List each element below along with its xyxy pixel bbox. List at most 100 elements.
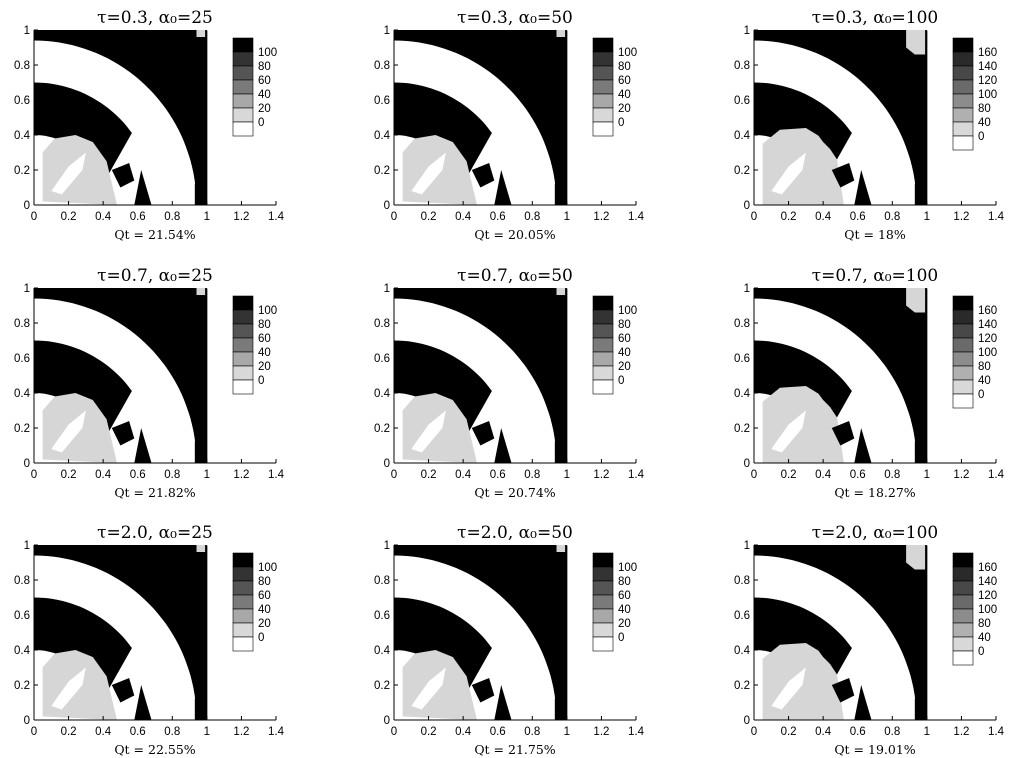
x-tick-label: 0.2 xyxy=(421,211,437,223)
legend-swatch xyxy=(592,566,614,582)
x-tick-label: 0.4 xyxy=(95,726,112,738)
x-tick-label: 1 xyxy=(564,211,570,223)
legend-swatch xyxy=(592,608,614,624)
y-tick-label: 0 xyxy=(744,200,750,212)
legend-swatch xyxy=(592,580,614,596)
y-tick-label: 0 xyxy=(24,458,30,470)
x-tick-label: 1 xyxy=(204,469,210,481)
legend-swatch xyxy=(592,37,614,53)
y-tick-label: 0.4 xyxy=(374,388,391,400)
black-streak xyxy=(831,421,855,446)
y-tick-label: 0.8 xyxy=(14,60,30,72)
x-tick-label: 0.8 xyxy=(164,211,180,223)
black-sliver xyxy=(914,170,924,205)
panel-6: 0 0.2 0.4 0.6 0.8 1 1.2 1.4 0 0.2 0.4 0.6 0.8 1 τ=0.7,… xyxy=(734,266,1005,500)
white-channel xyxy=(771,667,806,710)
y-tick-label: 0.2 xyxy=(374,423,390,435)
legend-label: 160 xyxy=(978,562,997,574)
y-tick-label: 1 xyxy=(744,25,750,37)
x-tick-label: 0 xyxy=(391,726,397,738)
black-streak xyxy=(812,379,831,407)
black-streak xyxy=(854,685,872,720)
y-tick-label: 1 xyxy=(744,283,750,295)
legend-swatch xyxy=(952,393,974,409)
x-tick-label: 0.4 xyxy=(815,726,832,738)
legend-swatch xyxy=(232,580,254,596)
y-tick-label: 0.6 xyxy=(14,610,30,622)
x-tick-label: 1.4 xyxy=(988,469,1005,481)
x-tick-label: 0.8 xyxy=(884,726,900,738)
legend-swatch xyxy=(232,594,254,610)
x-tick-label: 0.6 xyxy=(130,211,146,223)
legend-swatch xyxy=(952,79,974,95)
legend-label: 20 xyxy=(258,361,271,373)
legend-swatch xyxy=(952,121,974,137)
black-streak xyxy=(494,685,512,720)
y-tick-label: 0 xyxy=(384,715,390,727)
panel-title: τ=0.7, α₀=50 xyxy=(457,266,573,286)
black-streak xyxy=(831,678,855,703)
y-tick-label: 0.8 xyxy=(374,60,390,72)
legend-label: 80 xyxy=(258,61,271,73)
legend-label: 60 xyxy=(618,75,631,87)
x-tick-label: 0.8 xyxy=(524,211,540,223)
panel-caption: Qt = 18% xyxy=(844,227,906,242)
legend-label: 140 xyxy=(978,319,997,331)
x-tick-label: 0.2 xyxy=(61,211,77,223)
legend-swatch xyxy=(952,337,974,353)
legend-swatch xyxy=(952,552,974,568)
white-channel xyxy=(411,152,446,195)
corner-patch xyxy=(906,545,926,570)
legend-swatch xyxy=(952,580,974,596)
x-tick-label: 1 xyxy=(564,469,570,481)
legend-swatch xyxy=(952,608,974,624)
panel-caption: Qt = 21.82% xyxy=(114,485,195,500)
legend-label: 80 xyxy=(978,103,991,115)
panel-caption: Qt = 19.01% xyxy=(834,742,915,757)
x-tick-label: 1 xyxy=(924,726,930,738)
legend-swatch xyxy=(952,594,974,610)
legend-label: 40 xyxy=(258,604,271,616)
corner-patch xyxy=(556,288,566,295)
x-tick-label: 1.4 xyxy=(988,211,1005,223)
legend-swatch xyxy=(592,93,614,109)
y-tick-label: 0.6 xyxy=(734,353,750,365)
legend-swatch xyxy=(952,379,974,395)
black-streak xyxy=(471,421,495,446)
legend-swatch xyxy=(232,51,254,67)
legend-label: 0 xyxy=(978,389,984,401)
black-streak xyxy=(134,428,152,463)
black-streak xyxy=(111,163,135,188)
legend-swatch xyxy=(232,93,254,109)
x-tick-label: 0 xyxy=(31,726,37,738)
legend-label: 100 xyxy=(258,47,277,59)
legend-swatch xyxy=(952,65,974,81)
corner-patch xyxy=(196,545,206,552)
legend-label: 100 xyxy=(978,347,997,359)
y-tick-label: 0 xyxy=(744,715,750,727)
black-band xyxy=(34,82,132,188)
legend-swatch xyxy=(232,622,254,638)
y-tick-label: 0.6 xyxy=(374,353,390,365)
panel-3: 0 0.2 0.4 0.6 0.8 1 1.2 1.4 0 0.2 0.4 0.6 0.8 1 τ=0.3,… xyxy=(734,8,1005,242)
legend-label: 60 xyxy=(618,333,631,345)
y-tick-label: 0.4 xyxy=(374,130,391,142)
y-tick-label: 0 xyxy=(384,458,390,470)
x-tick-label: 1.2 xyxy=(953,726,969,738)
x-tick-label: 0.4 xyxy=(95,469,112,481)
y-tick-label: 0 xyxy=(384,200,390,212)
black-streak xyxy=(134,170,152,205)
black-band xyxy=(34,340,132,446)
legend-label: 40 xyxy=(978,632,991,644)
black-band xyxy=(394,597,492,703)
x-tick-label: 0.2 xyxy=(781,726,797,738)
legend-label: 40 xyxy=(618,347,631,359)
legend-swatch xyxy=(592,79,614,95)
black-sliver xyxy=(914,428,924,463)
legend-swatch xyxy=(232,636,254,652)
y-tick-label: 0.2 xyxy=(734,423,750,435)
x-tick-label: 1 xyxy=(204,211,210,223)
corner-patch xyxy=(906,288,926,313)
legend-label: 0 xyxy=(978,131,984,143)
legend-swatch xyxy=(592,51,614,67)
